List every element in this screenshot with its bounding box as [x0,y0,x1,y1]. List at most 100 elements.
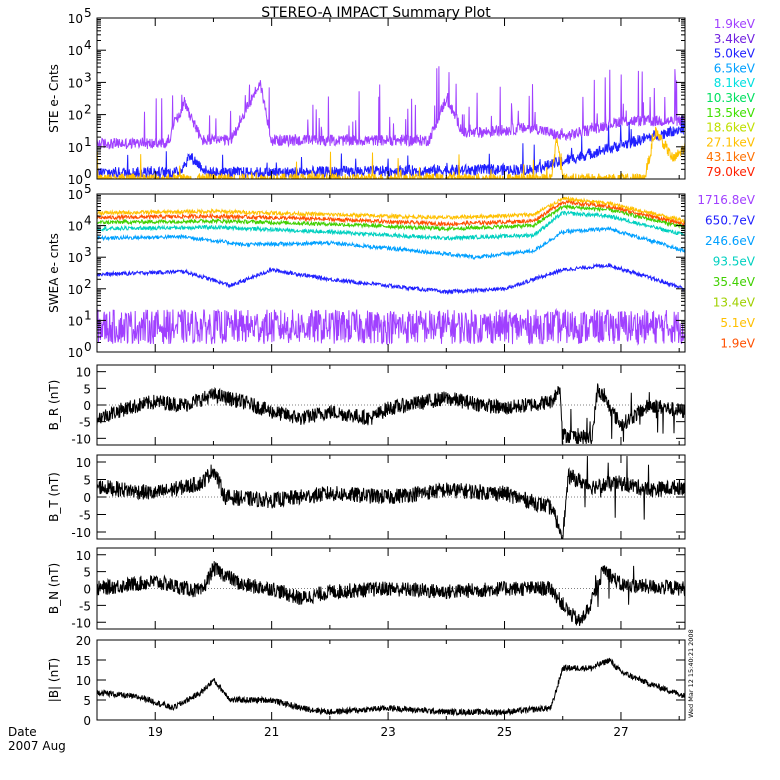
series-5.1eV [97,195,685,224]
x-axis-label-month: 2007 Aug [8,739,66,753]
y-tick-label: 5 [83,694,91,708]
y-axis-label: SWEA e- cnts [47,233,61,313]
y-tick-label: 10 [68,44,83,58]
legend-entry: 246.6eV [705,234,756,248]
trace-br [97,383,685,445]
y-axis-label: B_R (nT) [47,380,61,431]
legend-entry: 35.4eV [713,275,756,289]
legend-entry: 43.1keV [706,150,756,164]
y-axis-label: B_N (nT) [47,563,61,614]
x-tick-label: 19 [148,725,163,739]
trace-bn [97,561,685,626]
legend-entry: 3.4keV [714,32,756,46]
y-tick-label: 0 [83,491,91,505]
y-axis-label: B_T (nT) [47,472,61,522]
legend-entry: 1.9keV [714,17,756,31]
y-tick-label: 10 [76,549,91,563]
y-tick-label: 10 [68,188,83,202]
legend-entry: 8.1keV [714,76,756,90]
timestamp-stamp: Wed Mar 12 15:40:21 2008 [687,629,695,718]
y-tick-label: 10 [68,109,83,123]
y-tick-label: 5 [83,474,91,488]
legend-entry: 13.4eV [713,296,756,310]
y-tick-label: 10 [76,366,91,380]
y-tick-label: 5 [83,566,91,580]
y-tick-label: -10 [71,432,91,446]
y-tick-label: 10 [68,173,83,187]
panel-traces [97,66,685,179]
legend-entry: 650.7eV [705,214,756,228]
legend-entry: 6.5keV [714,61,756,75]
panel-traces [97,195,685,346]
y-tick-label: -10 [71,616,91,630]
y-tick-exponent: 5 [84,182,92,196]
panel-bmag: 0 5 10 15 20 |B| (nT) [47,634,686,728]
panel-bn: -10 -5 0 5 10 B_N (nT) [47,547,686,630]
y-tick-exponent: 5 [84,6,92,20]
y-tick-label: 10 [68,314,83,328]
y-tick-label: 15 [76,654,91,668]
panel-traces [97,383,685,445]
y-tick-label: -5 [79,416,91,430]
y-tick-exponent: 3 [84,245,92,259]
series-27.1keV [97,126,685,179]
panel-br: -10 -5 0 5 10 B_R (nT) [47,364,686,446]
panel-traces [97,657,685,717]
x-tick-label: 23 [380,725,395,739]
x-tick-label: 27 [613,725,628,739]
legend-entry: 93.5eV [713,255,756,269]
legend-entry: 27.1keV [706,135,756,149]
series-5.0keV [97,115,685,179]
x-axis-label-date: Date [8,725,37,739]
legend-entry: 5.0keV [714,47,756,61]
series-93.5eV [97,210,685,242]
y-tick-exponent: 3 [84,70,92,84]
series-650.7eV [97,262,685,296]
y-tick-label: 10 [68,76,83,90]
panel-bt: -10 -5 0 5 10 B_T (nT) [47,454,686,540]
series-35.4eV [97,203,685,233]
y-tick-label: 20 [76,634,91,648]
y-tick-label: 10 [68,251,83,265]
y-tick-exponent: 0 [84,340,92,354]
y-axis-label: STE e- Cnts [47,64,61,133]
x-axis: 19 21 23 25 27 [148,725,629,739]
y-tick-label: 0 [83,583,91,597]
y-tick-exponent: 1 [84,308,92,322]
y-tick-label: 10 [68,12,83,26]
y-tick-exponent: 0 [84,167,92,181]
y-tick-label: 0 [83,399,91,413]
series-246.6eV [97,226,685,261]
x-tick-label: 25 [497,725,512,739]
series-1.9eV [97,198,685,228]
y-tick-label: -5 [79,599,91,613]
y-tick-label: -5 [79,509,91,523]
legend-entry: 13.5keV [706,106,756,120]
panel-traces [97,561,685,626]
legend-entry: 79.0keV [706,165,756,179]
panel-frame [96,193,686,353]
panel-traces [97,455,685,539]
y-tick-exponent: 4 [84,38,92,52]
y-tick-label: 0 [83,714,91,728]
legend-entry: 1716.8eV [697,193,755,207]
y-tick-label: 10 [76,674,91,688]
y-tick-label: 10 [68,346,83,360]
y-tick-exponent: 2 [84,277,92,291]
y-tick-label: 10 [68,141,83,155]
legend-entry: 1.9eV [720,337,755,351]
y-tick-exponent: 2 [84,103,92,117]
panel-frame [96,17,686,180]
y-tick-label: 10 [68,283,83,297]
legend-entry: 10.3keV [706,91,756,105]
y-tick-label: 10 [68,220,83,234]
trace-bt [97,455,685,539]
series-1.9keV [97,66,685,150]
x-tick-label: 21 [264,725,279,739]
series-1716.8eV [97,307,685,346]
y-tick-exponent: 1 [84,135,92,149]
